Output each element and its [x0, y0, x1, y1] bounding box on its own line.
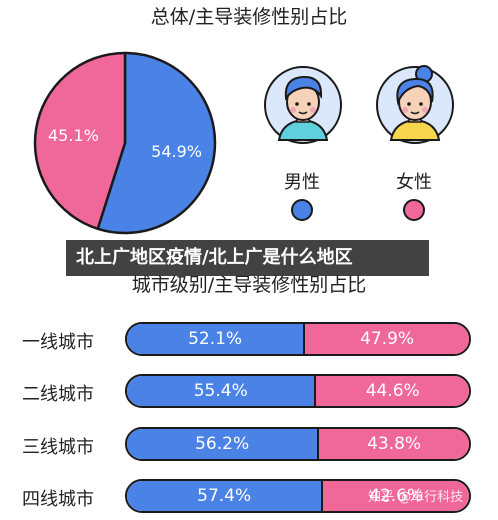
pie-chart: 54.9% 45.1%: [33, 51, 217, 235]
bar-chart-title: 城市级别/主导装修性别占比: [131, 274, 367, 296]
bar-segment-female: 44.6%: [316, 376, 469, 406]
bar-segment-male: 57.4%: [127, 481, 324, 511]
bar-segment-male: 56.2%: [127, 429, 320, 459]
legend-male-dot: [291, 199, 313, 221]
bar-segment-female: 43.8%: [319, 429, 469, 459]
male-avatar-icon: [262, 64, 344, 146]
female-avatar-icon: [374, 64, 456, 146]
pie-label-male: 54.9%: [151, 142, 202, 161]
bar-row: 55.4% 44.6%: [125, 374, 471, 408]
bar-segment-female: 47.9%: [305, 324, 469, 354]
watermark: 知乎 @单行科技: [368, 490, 464, 505]
bar-row-label: 三线城市: [22, 437, 94, 458]
pie-chart-title: 总体/主导装修性别占比: [150, 6, 348, 28]
legend-female-dot: [403, 199, 425, 221]
bar-segment-male: 52.1%: [127, 324, 306, 354]
legend-male-label: 男性: [284, 172, 320, 193]
bar-row: 57.4% 42.6%: [125, 479, 471, 513]
bar-segment-male: 55.4%: [127, 376, 317, 406]
bar-row-label: 二线城市: [22, 384, 94, 405]
bar-row-label: 一线城市: [22, 332, 94, 353]
bar-row-label: 四线城市: [22, 489, 94, 510]
pie-slice-female: [33, 51, 127, 231]
overlay-banner: 北上广地区疫情/北上广是什么地区: [66, 240, 429, 276]
bar-row: 52.1% 47.9%: [125, 322, 471, 356]
bar-row: 56.2% 43.8%: [125, 427, 471, 461]
pie-slice-male: [96, 51, 217, 235]
bar-segment-female: 42.6%: [323, 481, 469, 511]
pie-label-female: 45.1%: [48, 126, 99, 145]
legend-female-label: 女性: [396, 172, 432, 193]
